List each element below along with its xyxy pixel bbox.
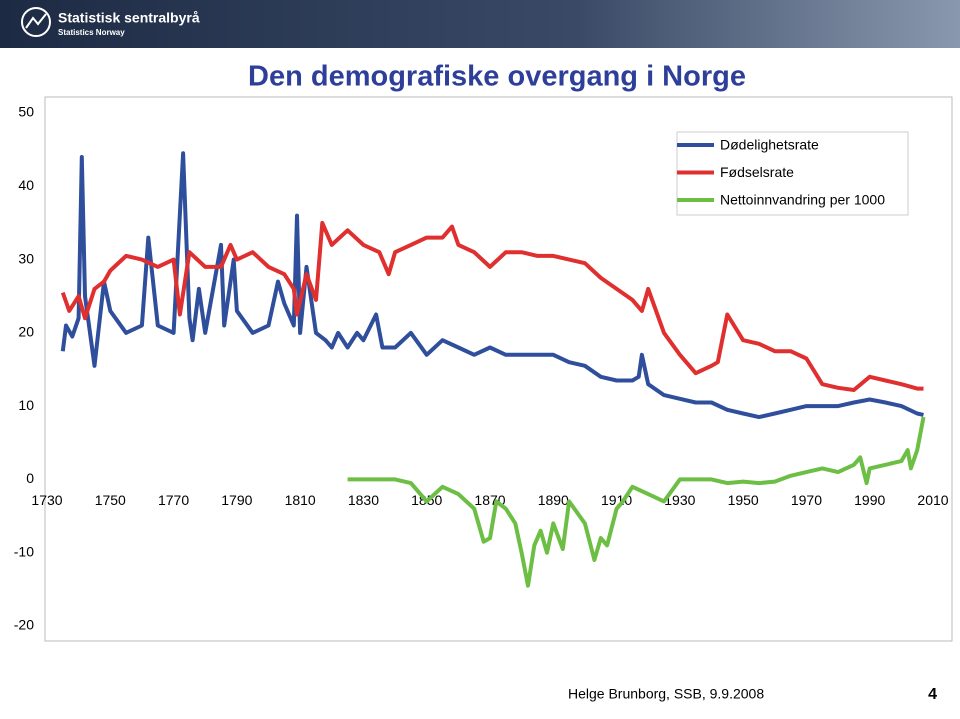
x-tick-label: 1970 <box>791 492 822 508</box>
x-tick-label: 1790 <box>221 492 252 508</box>
plot-frame <box>44 96 953 642</box>
header-banner <box>0 0 960 48</box>
x-tick-label: 1770 <box>158 492 189 508</box>
logo-icon <box>21 7 51 37</box>
footer-author: Helge Brunborg, SSB, 9.9.2008 <box>568 686 764 702</box>
x-tick-label: 1950 <box>728 492 759 508</box>
logo-mark <box>25 13 47 29</box>
brand-sub: Statistics Norway <box>58 28 125 37</box>
y-tick-label: 20 <box>18 324 34 340</box>
x-tick-label: 2010 <box>917 492 948 508</box>
y-tick-label: -10 <box>14 543 34 559</box>
legend <box>676 131 909 216</box>
y-tick-label: 40 <box>18 177 34 193</box>
y-tick-label: 10 <box>18 397 34 413</box>
y-tick-label: 0 <box>26 470 34 486</box>
brand: Statistisk sentralbyrå <box>58 10 200 26</box>
series-line <box>347 416 926 588</box>
page-number: 4 <box>928 686 937 703</box>
series-line <box>60 151 924 420</box>
x-tick-label: 1930 <box>664 492 695 508</box>
legend-label: Dødelighetsrate <box>720 137 819 153</box>
x-tick-label: 1730 <box>31 492 62 508</box>
chart-title: Den demografiske overgang i Norge <box>248 61 746 93</box>
y-tick-label: 50 <box>18 104 34 120</box>
x-tick-label: 1810 <box>285 492 316 508</box>
legend-label: Nettoinnvandring per 1000 <box>720 192 885 208</box>
series-line <box>60 220 924 392</box>
y-tick-label: -20 <box>14 617 34 633</box>
x-tick-label: 1890 <box>538 492 569 508</box>
x-tick-label: 1830 <box>348 492 379 508</box>
x-tick-label: 1750 <box>95 492 126 508</box>
y-tick-label: 30 <box>18 250 34 266</box>
x-tick-label: 1990 <box>854 492 885 508</box>
legend-label: Fødselsrate <box>720 164 794 180</box>
